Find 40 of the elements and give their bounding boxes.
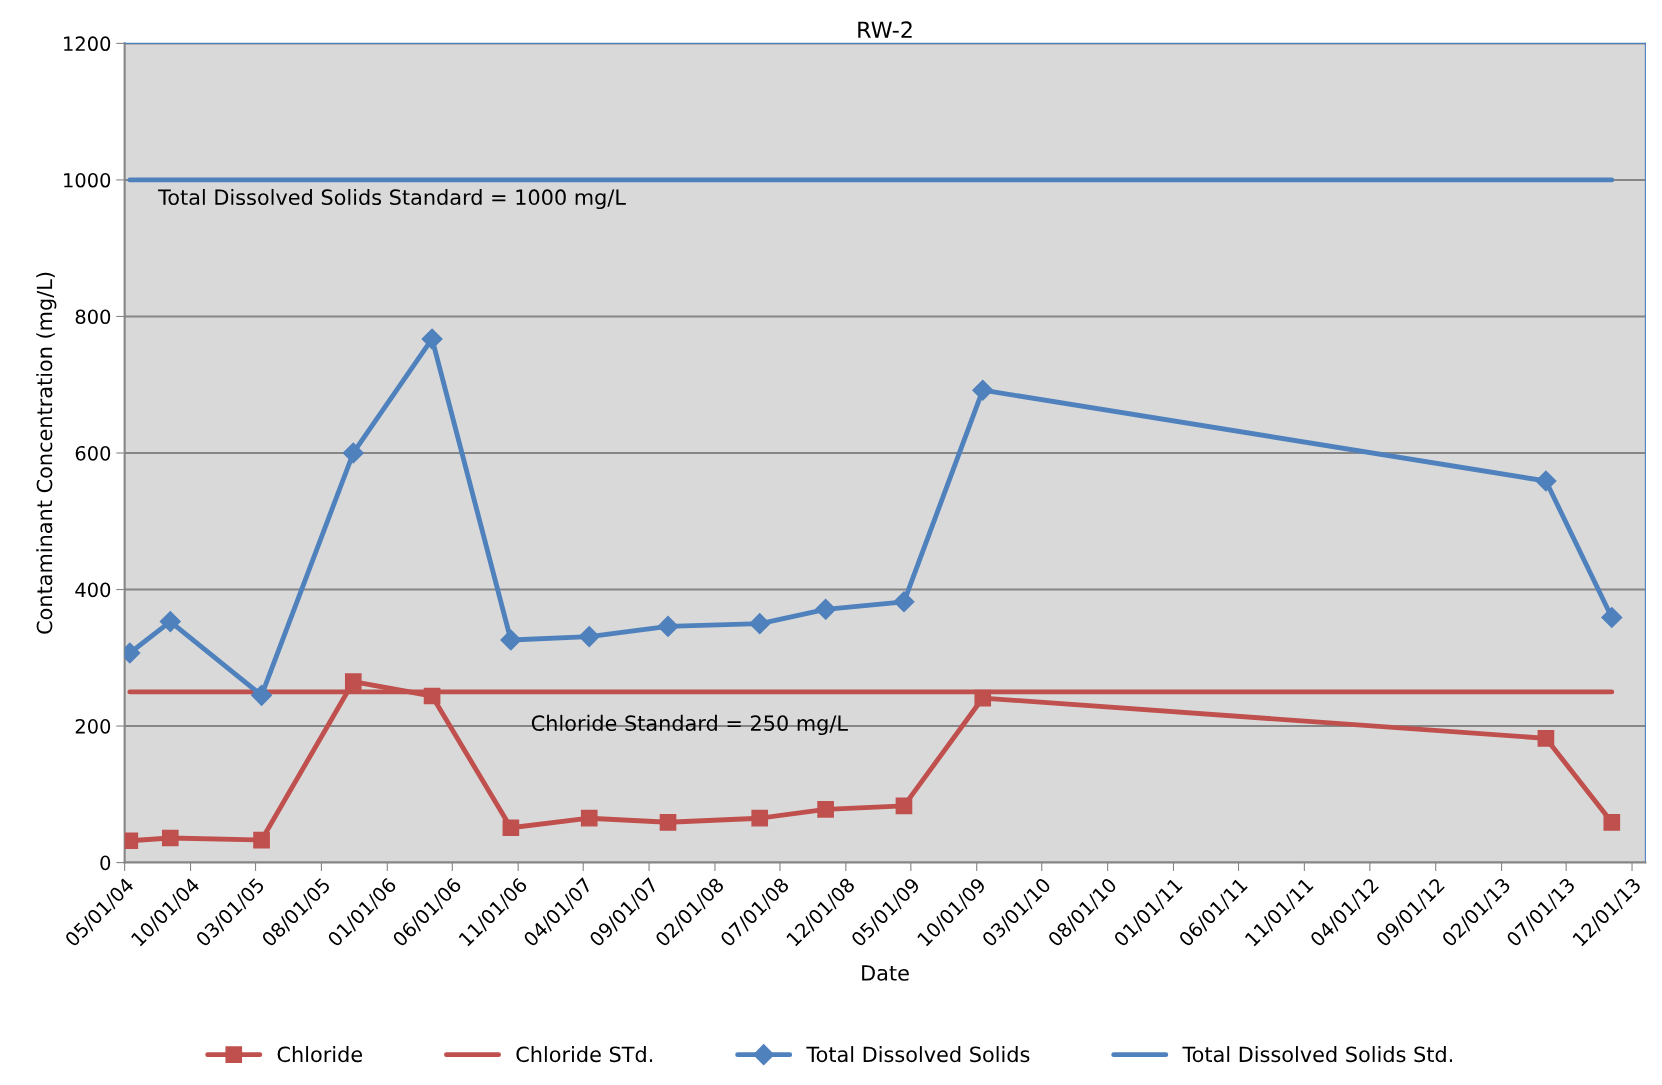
x-axis-title: Date xyxy=(862,965,909,981)
annotation: Total Dissolved Solids Standard = 1000 mg/L xyxy=(158,188,626,210)
y-tick-label: 1000 xyxy=(64,172,111,188)
point xyxy=(659,813,677,831)
point xyxy=(1537,729,1555,747)
y-tick-label: 200 xyxy=(75,719,111,734)
point xyxy=(161,829,179,847)
legend-label: Chloride xyxy=(277,1046,363,1063)
annotation: Chloride Standard = 250 mg/L xyxy=(531,714,848,736)
point xyxy=(342,442,364,464)
y-tick-label: 0 xyxy=(100,855,111,871)
point xyxy=(502,819,520,837)
point xyxy=(895,797,913,815)
point xyxy=(1535,470,1557,492)
y-tick-label: 600 xyxy=(75,445,111,461)
point xyxy=(751,809,769,827)
y-tick-label: 400 xyxy=(75,582,111,598)
point xyxy=(972,379,994,401)
point xyxy=(253,831,270,849)
point xyxy=(344,673,362,691)
point xyxy=(893,591,915,613)
point xyxy=(159,611,181,633)
point xyxy=(421,328,443,350)
legend-label: Total Dissolved Solids Std. xyxy=(1182,1046,1453,1063)
legend-label: Chloride STd. xyxy=(516,1046,653,1063)
point xyxy=(251,684,273,706)
point xyxy=(580,809,598,827)
point xyxy=(749,613,771,635)
y-tick-label: 800 xyxy=(75,309,111,325)
point xyxy=(1603,813,1621,831)
point xyxy=(817,800,834,818)
point xyxy=(1601,606,1623,629)
point xyxy=(578,626,600,648)
legend-label: Total Dissolved Solids xyxy=(806,1046,1030,1063)
chart-title: RW-2 xyxy=(858,21,912,38)
point xyxy=(500,629,522,651)
y-axis-title: Contaminant Concentration (mg/L) xyxy=(36,272,57,634)
point xyxy=(815,598,837,620)
y-tick-label: 1200 xyxy=(64,36,111,52)
point xyxy=(657,615,679,637)
